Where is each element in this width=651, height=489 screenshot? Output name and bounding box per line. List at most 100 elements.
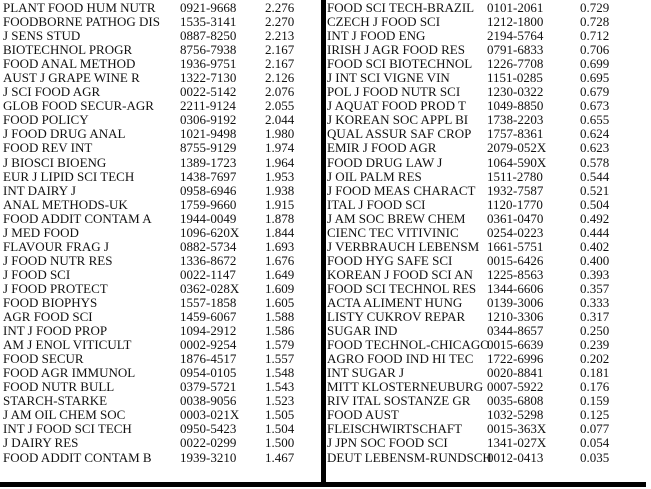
impact-factor: 0.444 <box>580 224 610 240</box>
impact-factor: 0.239 <box>580 337 610 353</box>
table-row: AUST J GRAPE WINE R 1322-7130 2.126 <box>3 71 321 85</box>
impact-factor: 1.505 <box>265 407 295 423</box>
journal-name: POL J FOOD NUTR SCI <box>327 84 461 100</box>
issn: 0007-5922 <box>487 379 544 395</box>
issn: 1096-620X <box>180 224 240 240</box>
journal-name: ACTA ALIMENT HUNG <box>327 294 463 310</box>
journal-name: INT J FOOD PROP <box>3 323 108 339</box>
table-row: ITAL J FOOD SCI 1120-1770 0.504 <box>327 196 645 212</box>
impact-factor: 1.504 <box>265 421 295 437</box>
issn: 0954-0105 <box>180 365 237 381</box>
impact-factor: 0.578 <box>580 154 610 170</box>
journal-name: J VERBRAUCH LEBENSM <box>327 238 480 254</box>
journal-name: J AQUAT FOOD PROD T <box>327 98 466 114</box>
table-row: FOOD ANAL METHOD 1936-9751 2.167 <box>3 57 321 71</box>
table-row: J FOOD NUTR RES 1336-8672 1.676 <box>3 253 321 268</box>
table-row: PLANT FOOD HUM NUTR 0921-9668 2.276 <box>3 1 321 15</box>
impact-factor: 0.400 <box>580 252 610 268</box>
impact-factor: 2.126 <box>265 70 295 86</box>
journal-name: FOODBORNE PATHOG DIS <box>3 14 160 30</box>
impact-factor: 1.557 <box>265 351 295 367</box>
issn: 0362-028X <box>180 280 240 296</box>
issn: 0306-9192 <box>180 112 237 128</box>
impact-factor: 0.655 <box>580 112 610 128</box>
issn: 0379-5721 <box>180 379 237 395</box>
issn: 1094-2912 <box>180 323 237 339</box>
issn: 1389-1723 <box>180 154 237 170</box>
impact-factor: 1.693 <box>265 238 295 254</box>
bottom-border <box>0 482 646 487</box>
issn: 8756-7938 <box>180 42 237 58</box>
issn: 1944-0049 <box>180 210 237 226</box>
table-row: MITT KLOSTERNEUBURG 0007-5922 0.176 <box>327 380 645 394</box>
impact-factor: 0.673 <box>580 98 610 114</box>
issn: 0022-0299 <box>180 435 237 451</box>
table-row: EMIR J FOOD AGR 2079-052X 0.623 <box>327 141 645 155</box>
column-divider <box>321 0 326 484</box>
impact-factor: 0.624 <box>580 126 610 142</box>
impact-factor: 1.915 <box>265 196 295 212</box>
impact-factor: 0.077 <box>580 421 610 437</box>
issn: 0101-2061 <box>487 0 544 15</box>
journal-name: FOOD DRUG LAW J <box>327 154 443 170</box>
issn: 0022-5142 <box>180 84 237 100</box>
table-row: FOOD BIOPHYS 1557-1858 1.605 <box>3 294 321 310</box>
issn: 1722-6996 <box>487 351 544 367</box>
table-row: INT J FOOD SCI TECH 0950-5423 1.504 <box>3 422 321 436</box>
table-row: INT DAIRY J 0958-6946 1.938 <box>3 182 321 198</box>
issn: 0882-5734 <box>180 238 237 254</box>
journal-name: J FOOD PROTECT <box>3 280 108 296</box>
table-row: FOOD AUST 1032-5298 0.125 <box>327 408 645 422</box>
table-row: CZECH J FOOD SCI 1212-1800 0.728 <box>327 15 645 29</box>
impact-factor: 0.728 <box>580 14 610 30</box>
impact-factor: 2.044 <box>265 112 295 128</box>
journal-name: FOOD POLICY <box>3 112 89 128</box>
table-row: J BIOSCI BIOENG 1389-1723 1.964 <box>3 154 321 170</box>
impact-factor: 0.250 <box>580 323 610 339</box>
impact-factor: 0.402 <box>580 238 610 254</box>
journal-name: FOOD ADDIT CONTAM A <box>3 210 152 226</box>
impact-factor: 1.543 <box>265 379 295 395</box>
issn: 0958-6946 <box>180 182 237 198</box>
impact-factor: 0.695 <box>580 70 610 86</box>
issn: 1459-6067 <box>180 309 237 325</box>
issn: 0950-5423 <box>180 421 237 437</box>
issn: 1230-0322 <box>487 84 544 100</box>
impact-factor: 1.605 <box>265 294 295 310</box>
table-row: FOOD SCI TECH-BRAZIL 0101-2061 0.729 <box>327 1 645 15</box>
issn: 1757-8361 <box>487 126 544 142</box>
table-row: INT J FOOD ENG 2194-5764 0.712 <box>327 29 645 43</box>
table-row: J INT SCI VIGNE VIN 1151-0285 0.695 <box>327 71 645 85</box>
issn: 1212-1800 <box>487 14 544 30</box>
journal-name: ITAL J FOOD SCI <box>327 196 426 212</box>
table-row: IRISH J AGR FOOD RES 0791-6833 0.706 <box>327 43 645 57</box>
issn: 0921-9668 <box>180 0 237 15</box>
issn: 1661-5751 <box>487 238 544 254</box>
table-row: FOOD AGR IMMUNOL 0954-0105 1.548 <box>3 366 321 380</box>
issn: 1226-7708 <box>487 56 544 72</box>
journal-name: J KOREAN SOC APPL BI <box>327 112 469 128</box>
right-journal-table: FOOD SCI TECH-BRAZIL 0101-2061 0.729 CZECH … <box>327 1 645 465</box>
issn: 2211-9124 <box>180 98 236 114</box>
journal-name: J SCI FOOD AGR <box>3 84 101 100</box>
issn: 1759-9660 <box>180 196 237 212</box>
issn: 1210-3306 <box>487 309 544 325</box>
impact-factor: 0.035 <box>580 449 610 465</box>
issn: 1064-590X <box>487 154 547 170</box>
issn: 1936-9751 <box>180 56 237 72</box>
journal-name: RIV ITAL SOSTANZE GR <box>327 393 471 409</box>
issn: 1738-2203 <box>487 112 544 128</box>
journal-name: J INT SCI VIGNE VIN <box>327 70 450 86</box>
table-row: STARCH-STARKE 0038-9056 1.523 <box>3 394 321 408</box>
issn: 1225-8563 <box>487 266 544 282</box>
impact-factor: 1.500 <box>265 435 295 451</box>
journal-name: FOOD BIOPHYS <box>3 294 98 310</box>
impact-factor: 2.276 <box>265 0 295 15</box>
issn: 2079-052X <box>487 140 547 156</box>
table-row: GLOB FOOD SECUR-AGR 2211-9124 2.055 <box>3 99 321 113</box>
journal-name: FOOD SCI TECHNOL RES <box>327 280 477 296</box>
table-row: INT SUGAR J 0020-8841 0.181 <box>327 366 645 380</box>
journal-name: FLAVOUR FRAG J <box>3 238 109 254</box>
table-row: BIOTECHNOL PROGR 8756-7938 2.167 <box>3 43 321 57</box>
journal-name: INT SUGAR J <box>327 365 405 381</box>
